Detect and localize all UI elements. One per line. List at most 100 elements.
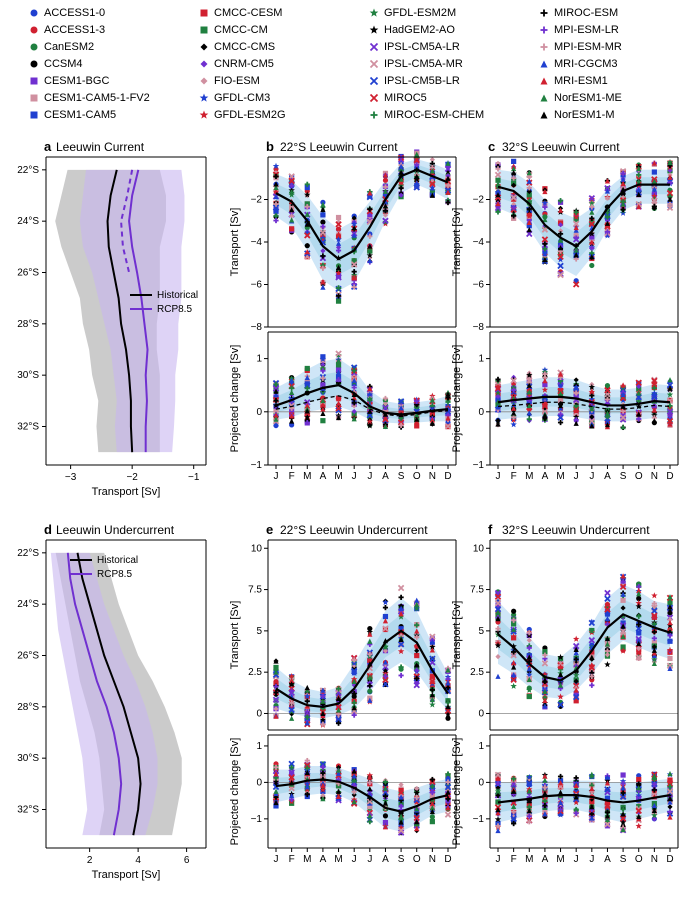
svg-text:D: D xyxy=(666,854,673,865)
svg-text:J: J xyxy=(496,854,501,865)
svg-text:−2: −2 xyxy=(473,195,485,206)
svg-text:MRI-ESM1: MRI-ESM1 xyxy=(554,75,608,87)
svg-text:A: A xyxy=(320,854,327,865)
svg-text:S: S xyxy=(398,471,405,482)
svg-text:1: 1 xyxy=(478,354,484,365)
svg-text:−1: −1 xyxy=(473,814,485,825)
svg-text:28°S: 28°S xyxy=(17,702,39,713)
svg-text:N: N xyxy=(651,854,658,865)
svg-text:RCP8.5: RCP8.5 xyxy=(97,569,132,580)
svg-text:N: N xyxy=(429,854,436,865)
svg-text:30°S: 30°S xyxy=(17,370,39,381)
svg-text:J: J xyxy=(574,471,579,482)
svg-text:CanESM2: CanESM2 xyxy=(44,41,94,53)
svg-text:5: 5 xyxy=(256,626,262,637)
svg-text:J: J xyxy=(367,471,372,482)
svg-text:NorESM1-M: NorESM1-M xyxy=(554,109,615,121)
svg-text:6: 6 xyxy=(184,855,190,866)
svg-text:Transport [Sv]: Transport [Sv] xyxy=(451,208,463,277)
svg-text:−2: −2 xyxy=(126,472,138,483)
svg-text:CCSM4: CCSM4 xyxy=(44,58,83,70)
svg-text:30°S: 30°S xyxy=(17,753,39,764)
svg-text:A: A xyxy=(542,854,549,865)
svg-text:A: A xyxy=(542,471,549,482)
svg-text:−2: −2 xyxy=(251,195,263,206)
svg-text:CESM1-CAM5: CESM1-CAM5 xyxy=(44,109,116,121)
svg-text:Transport [Sv]: Transport [Sv] xyxy=(92,486,161,498)
svg-text:F: F xyxy=(511,854,517,865)
svg-text:−1: −1 xyxy=(188,472,200,483)
svg-text:D: D xyxy=(444,471,451,482)
svg-text:−8: −8 xyxy=(251,322,263,333)
svg-text:S: S xyxy=(398,854,405,865)
svg-text:Leeuwin Current: Leeuwin Current xyxy=(56,140,145,154)
svg-text:ACCESS1-3: ACCESS1-3 xyxy=(44,24,105,36)
svg-text:J: J xyxy=(574,854,579,865)
svg-text:−8: −8 xyxy=(473,322,485,333)
svg-text:J: J xyxy=(496,471,501,482)
svg-text:D: D xyxy=(666,471,673,482)
svg-text:−6: −6 xyxy=(473,280,485,291)
svg-text:CESM1-CAM5-1-FV2: CESM1-CAM5-1-FV2 xyxy=(44,92,150,104)
svg-text:N: N xyxy=(429,471,436,482)
svg-text:J: J xyxy=(367,854,372,865)
svg-text:−6: −6 xyxy=(251,280,263,291)
svg-text:32°S: 32°S xyxy=(17,422,39,433)
svg-text:MPI-ESM-MR: MPI-ESM-MR xyxy=(554,41,622,53)
svg-text:Projected change [Sv]: Projected change [Sv] xyxy=(229,345,241,453)
svg-text:e: e xyxy=(266,522,273,537)
svg-text:RCP8.5: RCP8.5 xyxy=(157,304,192,315)
svg-text:M: M xyxy=(525,854,533,865)
svg-text:−3: −3 xyxy=(65,472,77,483)
svg-text:M: M xyxy=(334,471,342,482)
svg-text:−1: −1 xyxy=(251,814,263,825)
svg-text:S: S xyxy=(620,471,627,482)
svg-text:FIO-ESM: FIO-ESM xyxy=(214,75,260,87)
svg-text:A: A xyxy=(604,471,611,482)
svg-text:22°S Leeuwin Current: 22°S Leeuwin Current xyxy=(280,140,398,154)
svg-text:A: A xyxy=(604,854,611,865)
svg-text:c: c xyxy=(488,139,495,154)
svg-text:−1: −1 xyxy=(473,460,485,471)
svg-text:GFDL-ESM2M: GFDL-ESM2M xyxy=(384,7,456,19)
svg-text:0: 0 xyxy=(478,708,484,719)
svg-text:CESM1-BGC: CESM1-BGC xyxy=(44,75,109,87)
svg-text:26°S: 26°S xyxy=(17,651,39,662)
svg-text:MIROC-ESM-CHEM: MIROC-ESM-CHEM xyxy=(384,109,484,121)
svg-text:10: 10 xyxy=(251,543,263,554)
svg-text:F: F xyxy=(289,471,295,482)
svg-text:A: A xyxy=(382,471,389,482)
svg-text:32°S: 32°S xyxy=(17,805,39,816)
svg-text:MIROC-ESM: MIROC-ESM xyxy=(554,7,618,19)
svg-text:O: O xyxy=(413,471,421,482)
svg-text:F: F xyxy=(289,854,295,865)
svg-text:Projected change [Sv]: Projected change [Sv] xyxy=(229,738,241,846)
svg-text:GFDL-CM3: GFDL-CM3 xyxy=(214,92,270,104)
svg-text:ACCESS1-0: ACCESS1-0 xyxy=(44,7,105,19)
svg-text:MIROC5: MIROC5 xyxy=(384,92,427,104)
svg-text:4: 4 xyxy=(135,855,141,866)
svg-text:MRI-CGCM3: MRI-CGCM3 xyxy=(554,58,618,70)
svg-text:22°S: 22°S xyxy=(17,548,39,559)
svg-text:26°S: 26°S xyxy=(17,268,39,279)
svg-text:Historical: Historical xyxy=(97,555,138,566)
svg-text:24°S: 24°S xyxy=(17,216,39,227)
svg-text:IPSL-CM5A-MR: IPSL-CM5A-MR xyxy=(384,58,463,70)
svg-text:−1: −1 xyxy=(251,460,263,471)
svg-text:M: M xyxy=(525,471,533,482)
svg-text:5: 5 xyxy=(478,626,484,637)
svg-text:28°S: 28°S xyxy=(17,319,39,330)
svg-text:Leeuwin Undercurrent: Leeuwin Undercurrent xyxy=(56,523,175,537)
svg-text:a: a xyxy=(44,139,52,154)
svg-text:J: J xyxy=(352,471,357,482)
svg-text:CMCC-CMS: CMCC-CMS xyxy=(214,41,275,53)
svg-text:CMCC-CM: CMCC-CM xyxy=(214,24,268,36)
svg-text:Projected change [Sv]: Projected change [Sv] xyxy=(451,738,463,846)
svg-text:M: M xyxy=(303,854,311,865)
svg-text:Historical: Historical xyxy=(157,290,198,301)
svg-text:NorESM1-ME: NorESM1-ME xyxy=(554,92,622,104)
svg-text:S: S xyxy=(620,854,627,865)
svg-text:10: 10 xyxy=(473,543,485,554)
svg-text:−4: −4 xyxy=(473,237,485,248)
svg-text:M: M xyxy=(556,854,564,865)
